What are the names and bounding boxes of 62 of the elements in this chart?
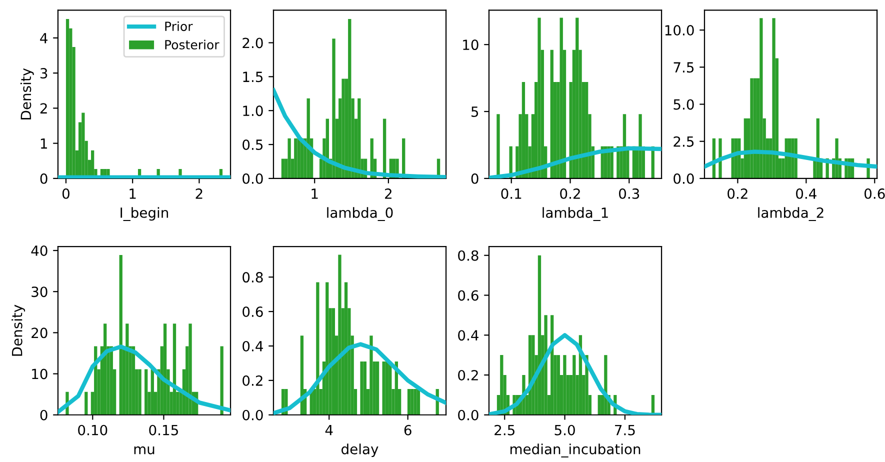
x-tick-label: 0.3	[619, 188, 640, 199]
y-tick-label: 4	[40, 33, 48, 44]
x-tick-label: 0.1	[501, 188, 522, 199]
y-tick-label: 7.5	[674, 62, 694, 73]
x-tick-label: 2	[385, 188, 392, 199]
y-tick-label: 0.2	[458, 370, 478, 380]
y-tick-label: 0.8	[242, 272, 263, 283]
x-axis-title: median_incubation	[510, 444, 640, 458]
y-tick-label: 1	[40, 138, 47, 149]
y-tick-label: 0.0	[242, 410, 263, 420]
x-tick-label: 0.6	[864, 188, 885, 199]
x-tick-label: 0.2	[560, 188, 580, 199]
x-axis-title: lambda_0	[327, 207, 393, 221]
x-axis-title: I_begin	[120, 207, 168, 221]
x-tick-label: 7.5	[615, 425, 635, 436]
y-tick-label: 0.0	[674, 173, 694, 184]
y-tick-label: 30	[32, 286, 48, 298]
x-tick-label: 5.0	[554, 424, 575, 436]
y-tick-label: 2.5	[674, 136, 694, 147]
y-tick-label: 0.6	[458, 290, 478, 301]
x-tick-label: 0.4	[796, 188, 816, 199]
y-tick-label: 0.4	[458, 330, 478, 341]
x-tick-label: 1	[130, 188, 136, 199]
x-axis-title: lambda_2	[758, 207, 824, 221]
y-tick-label: 1.5	[243, 72, 263, 82]
x-axis-title: lambda_1	[542, 207, 608, 221]
y-tick-label: 5	[471, 106, 478, 117]
x-axis-title: delay	[342, 444, 378, 458]
y-tick-label: 0	[471, 173, 478, 184]
y-tick-label: 0.0	[458, 410, 478, 420]
x-axis-title: mu	[134, 446, 154, 454]
y-axis-title: Density	[12, 304, 26, 356]
y-tick-label: 2.0	[242, 38, 263, 48]
y-tick-label: 0.8	[458, 250, 478, 261]
x-tick-label: 0.15	[149, 424, 178, 436]
x-tick-label: 0.2	[728, 188, 748, 199]
x-tick-label: 1	[312, 188, 318, 199]
y-axis-title: Density	[20, 68, 34, 120]
y-tick-label: 0.6	[242, 306, 263, 318]
x-tick-label: 0.10	[78, 424, 108, 436]
y-tick-label: 3	[40, 68, 48, 79]
y-tick-label: 0	[40, 173, 48, 184]
y-tick-label: 20	[32, 328, 48, 338]
y-tick-label: 0	[40, 410, 48, 420]
x-tick-label: 4	[325, 425, 333, 436]
y-tick-label: 2	[40, 103, 47, 114]
y-tick-label: 40	[31, 245, 48, 256]
y-tick-label: 0.4	[242, 340, 263, 352]
y-tick-label: 10.0	[665, 25, 694, 36]
y-tick-label: 0.5	[242, 139, 263, 150]
y-tick-label: 0.0	[242, 173, 263, 184]
x-tick-label: 2	[196, 188, 202, 199]
x-tick-label: 0	[62, 188, 70, 199]
y-tick-label: 1.0	[243, 106, 263, 116]
legend-label: Posterior	[165, 40, 220, 50]
x-tick-label: 6	[404, 424, 412, 436]
legend-label: Prior	[165, 21, 193, 32]
y-tick-label: 10	[463, 40, 478, 50]
y-tick-label: 0.2	[242, 375, 262, 386]
x-tick-label: 2.5	[494, 424, 514, 436]
y-tick-label: 5.0	[674, 99, 694, 110]
y-tick-label: 10	[32, 368, 48, 380]
